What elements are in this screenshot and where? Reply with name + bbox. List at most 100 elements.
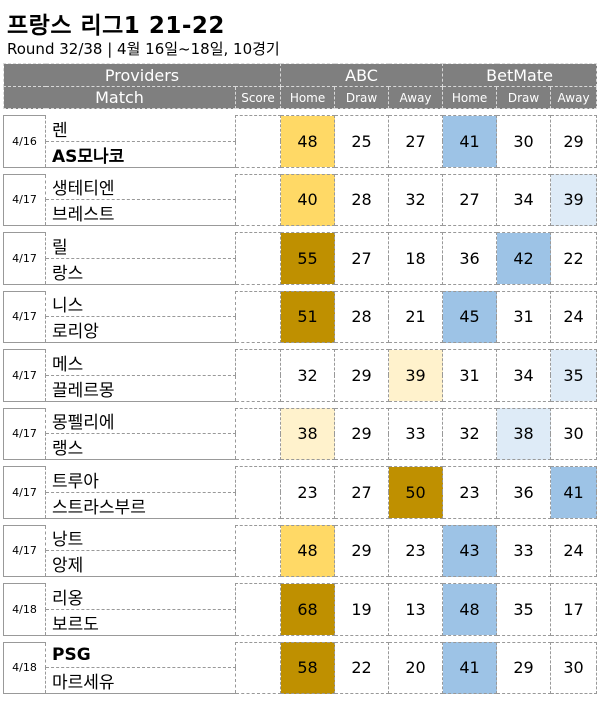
match-row: 4/17 니스 51 28 21 45 31 24 bbox=[3, 290, 598, 343]
match-date: 4/18 bbox=[3, 641, 46, 694]
match-row: 4/18 PSG 58 22 20 41 29 30 bbox=[3, 641, 598, 694]
betmate-away-value: 35 bbox=[550, 349, 598, 402]
match-date: 4/17 bbox=[3, 173, 46, 226]
match-row: 4/17 낭트 48 29 23 43 33 24 bbox=[3, 524, 598, 577]
abc-home-value: 51 bbox=[280, 290, 336, 343]
betmate-away-value: 24 bbox=[550, 290, 598, 343]
away-team: 로리앙 bbox=[45, 316, 236, 343]
abc-home-value: 48 bbox=[280, 524, 336, 577]
betmate-draw-value: 31 bbox=[496, 290, 552, 343]
score-cell bbox=[234, 349, 282, 402]
betmate-draw-value: 30 bbox=[496, 115, 552, 168]
match-date: 4/18 bbox=[3, 583, 46, 636]
betmate-away-value: 22 bbox=[550, 232, 598, 285]
home-team: 리옹 bbox=[45, 583, 236, 610]
abc-away-value: 20 bbox=[388, 641, 444, 694]
betmate-draw-value: 33 bbox=[496, 524, 552, 577]
match-row: 4/17 메스 32 29 39 31 34 35 bbox=[3, 349, 598, 402]
abc-away-value: 13 bbox=[388, 583, 444, 636]
provider-abc-header: ABC bbox=[280, 63, 444, 87]
match-row: 4/18 리옹 68 19 13 48 35 17 bbox=[3, 583, 598, 636]
abc-home-value: 68 bbox=[280, 583, 336, 636]
home-team: 트루아 bbox=[45, 466, 236, 493]
abc-draw-value: 25 bbox=[334, 115, 390, 168]
abc-home-value: 23 bbox=[280, 466, 336, 519]
match-row: 4/17 릴 55 27 18 36 42 22 bbox=[3, 232, 598, 285]
betmate-draw-header: Draw bbox=[496, 86, 552, 109]
betmate-draw-value: 35 bbox=[496, 583, 552, 636]
abc-draw-value: 29 bbox=[334, 524, 390, 577]
betmate-away-value: 30 bbox=[550, 641, 598, 694]
abc-away-value: 18 bbox=[388, 232, 444, 285]
score-cell bbox=[234, 290, 282, 343]
away-team: 앙제 bbox=[45, 550, 236, 577]
home-team: 생테티엔 bbox=[45, 174, 236, 200]
betmate-away-header: Away bbox=[550, 86, 598, 109]
abc-draw-value: 22 bbox=[334, 641, 390, 694]
abc-away-value: 27 bbox=[388, 115, 444, 168]
score-cell bbox=[234, 407, 282, 460]
match-date: 4/17 bbox=[3, 349, 46, 402]
odds-table: Providers ABC BetMate Match Score Home D… bbox=[2, 63, 598, 694]
away-team: 랭스 bbox=[45, 433, 236, 460]
match-date: 4/17 bbox=[3, 407, 46, 460]
betmate-home-value: 31 bbox=[442, 349, 498, 402]
betmate-away-value: 29 bbox=[550, 115, 598, 168]
abc-away-value: 39 bbox=[388, 349, 444, 402]
abc-away-value: 33 bbox=[388, 407, 444, 460]
home-team: 렌 bbox=[45, 115, 236, 142]
betmate-home-value: 32 bbox=[442, 407, 498, 460]
betmate-draw-value: 36 bbox=[496, 466, 552, 519]
score-header: Score bbox=[234, 86, 282, 109]
abc-draw-value: 29 bbox=[334, 407, 390, 460]
betmate-away-value: 17 bbox=[550, 583, 598, 636]
page-title: 프랑스 리그1 21-22 bbox=[7, 13, 225, 39]
home-team: PSG bbox=[45, 642, 236, 668]
abc-draw-value: 29 bbox=[334, 349, 390, 402]
home-team: 릴 bbox=[45, 232, 236, 259]
away-team: 랑스 bbox=[45, 258, 236, 285]
betmate-away-value: 24 bbox=[550, 524, 598, 577]
betmate-away-value: 39 bbox=[550, 173, 598, 226]
betmate-home-value: 41 bbox=[442, 115, 498, 168]
abc-home-value: 58 bbox=[280, 641, 336, 694]
score-cell bbox=[234, 641, 282, 694]
abc-away-header: Away bbox=[388, 86, 444, 109]
match-date: 4/17 bbox=[3, 466, 46, 519]
betmate-home-value: 48 bbox=[442, 583, 498, 636]
match-row: 4/17 트루아 23 27 50 23 36 41 bbox=[3, 466, 598, 519]
home-team: 몽펠리에 bbox=[45, 408, 236, 434]
betmate-away-value: 30 bbox=[550, 407, 598, 460]
away-team: 스트라스부르 bbox=[45, 492, 236, 519]
match-row: 4/17 몽펠리에 38 29 33 32 38 30 bbox=[3, 407, 598, 460]
abc-home-header: Home bbox=[280, 86, 336, 109]
betmate-draw-value: 34 bbox=[496, 173, 552, 226]
betmate-away-value: 41 bbox=[550, 466, 598, 519]
match-date: 4/16 bbox=[3, 115, 46, 168]
abc-home-value: 40 bbox=[280, 173, 336, 226]
betmate-home-value: 27 bbox=[442, 173, 498, 226]
abc-away-value: 32 bbox=[388, 173, 444, 226]
score-cell bbox=[234, 466, 282, 519]
match-date: 4/17 bbox=[3, 232, 46, 285]
abc-draw-value: 28 bbox=[334, 290, 390, 343]
away-team: 마르세유 bbox=[45, 667, 236, 694]
match-header: Match bbox=[3, 86, 236, 109]
home-team: 메스 bbox=[45, 349, 236, 376]
abc-home-value: 48 bbox=[280, 115, 336, 168]
provider-betmate-header: BetMate bbox=[442, 63, 598, 87]
providers-header: Providers bbox=[2, 63, 282, 87]
betmate-home-header: Home bbox=[442, 86, 498, 109]
abc-home-value: 38 bbox=[280, 407, 336, 460]
home-team: 낭트 bbox=[45, 525, 236, 551]
abc-draw-header: Draw bbox=[334, 86, 390, 109]
abc-draw-value: 28 bbox=[334, 173, 390, 226]
abc-away-value: 21 bbox=[388, 290, 444, 343]
betmate-home-value: 23 bbox=[442, 466, 498, 519]
abc-home-value: 32 bbox=[280, 349, 336, 402]
abc-away-value: 23 bbox=[388, 524, 444, 577]
score-cell bbox=[234, 583, 282, 636]
abc-draw-value: 27 bbox=[334, 466, 390, 519]
away-team: 브레스트 bbox=[45, 199, 236, 226]
abc-draw-value: 19 bbox=[334, 583, 390, 636]
